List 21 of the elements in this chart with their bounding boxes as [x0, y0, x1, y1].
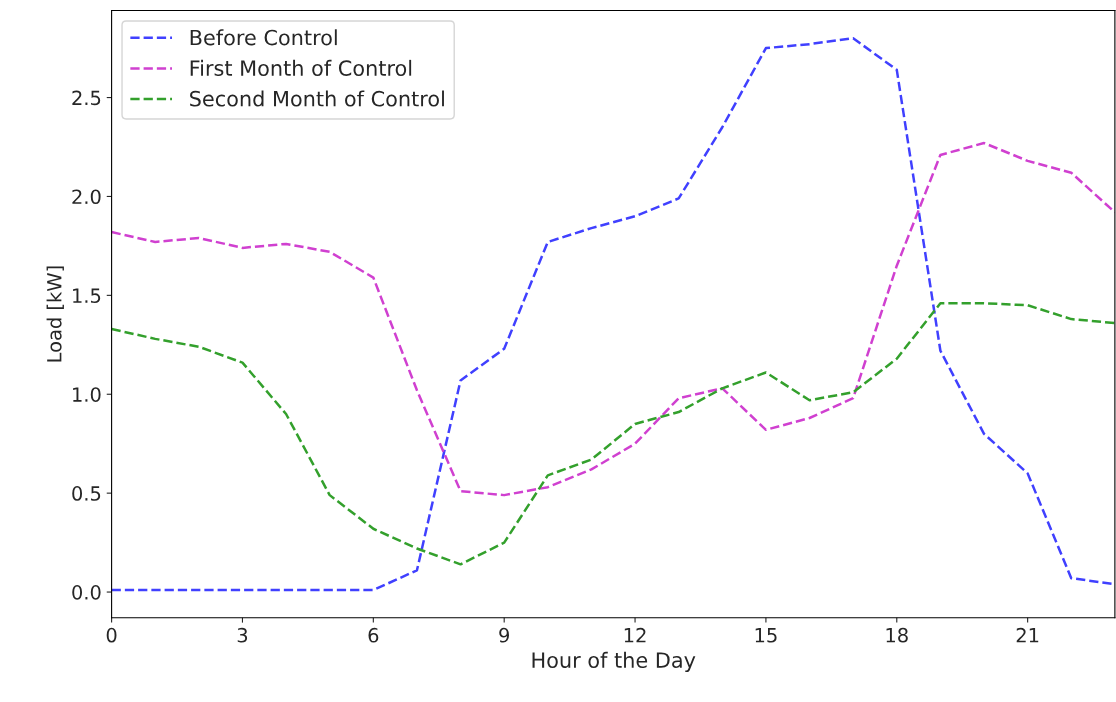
x-tick-label: 15	[755, 628, 777, 643]
x-tick-label: 9	[499, 627, 510, 643]
y-tick-label: 2.5	[72, 90, 101, 106]
legend-label: Before Control	[190, 29, 337, 46]
y-tick-label: 0.5	[72, 486, 101, 501]
x-tick-label: 0	[106, 627, 117, 643]
line-series	[111, 141, 1115, 497]
x-tick-label: 6	[368, 627, 379, 643]
x-tick-label: 3	[237, 627, 248, 643]
x-tick-label: 18	[886, 627, 908, 643]
y-tick-label: 1.5	[73, 288, 101, 304]
x-tick-label: 21	[1016, 627, 1039, 643]
y-axis-title: Load [kW]	[46, 266, 64, 362]
line-series	[111, 302, 1115, 566]
y-tick-label: 1.0	[73, 387, 101, 402]
y-tick-label: 0.0	[72, 585, 101, 600]
y-tick-label: 2.0	[72, 189, 101, 205]
x-axis-title: Hour of the Day	[532, 651, 696, 673]
legend-label: First Month of Control	[190, 59, 412, 76]
x-tick-label: 12	[624, 627, 646, 643]
legend-label: Second Month of Control	[190, 90, 444, 107]
